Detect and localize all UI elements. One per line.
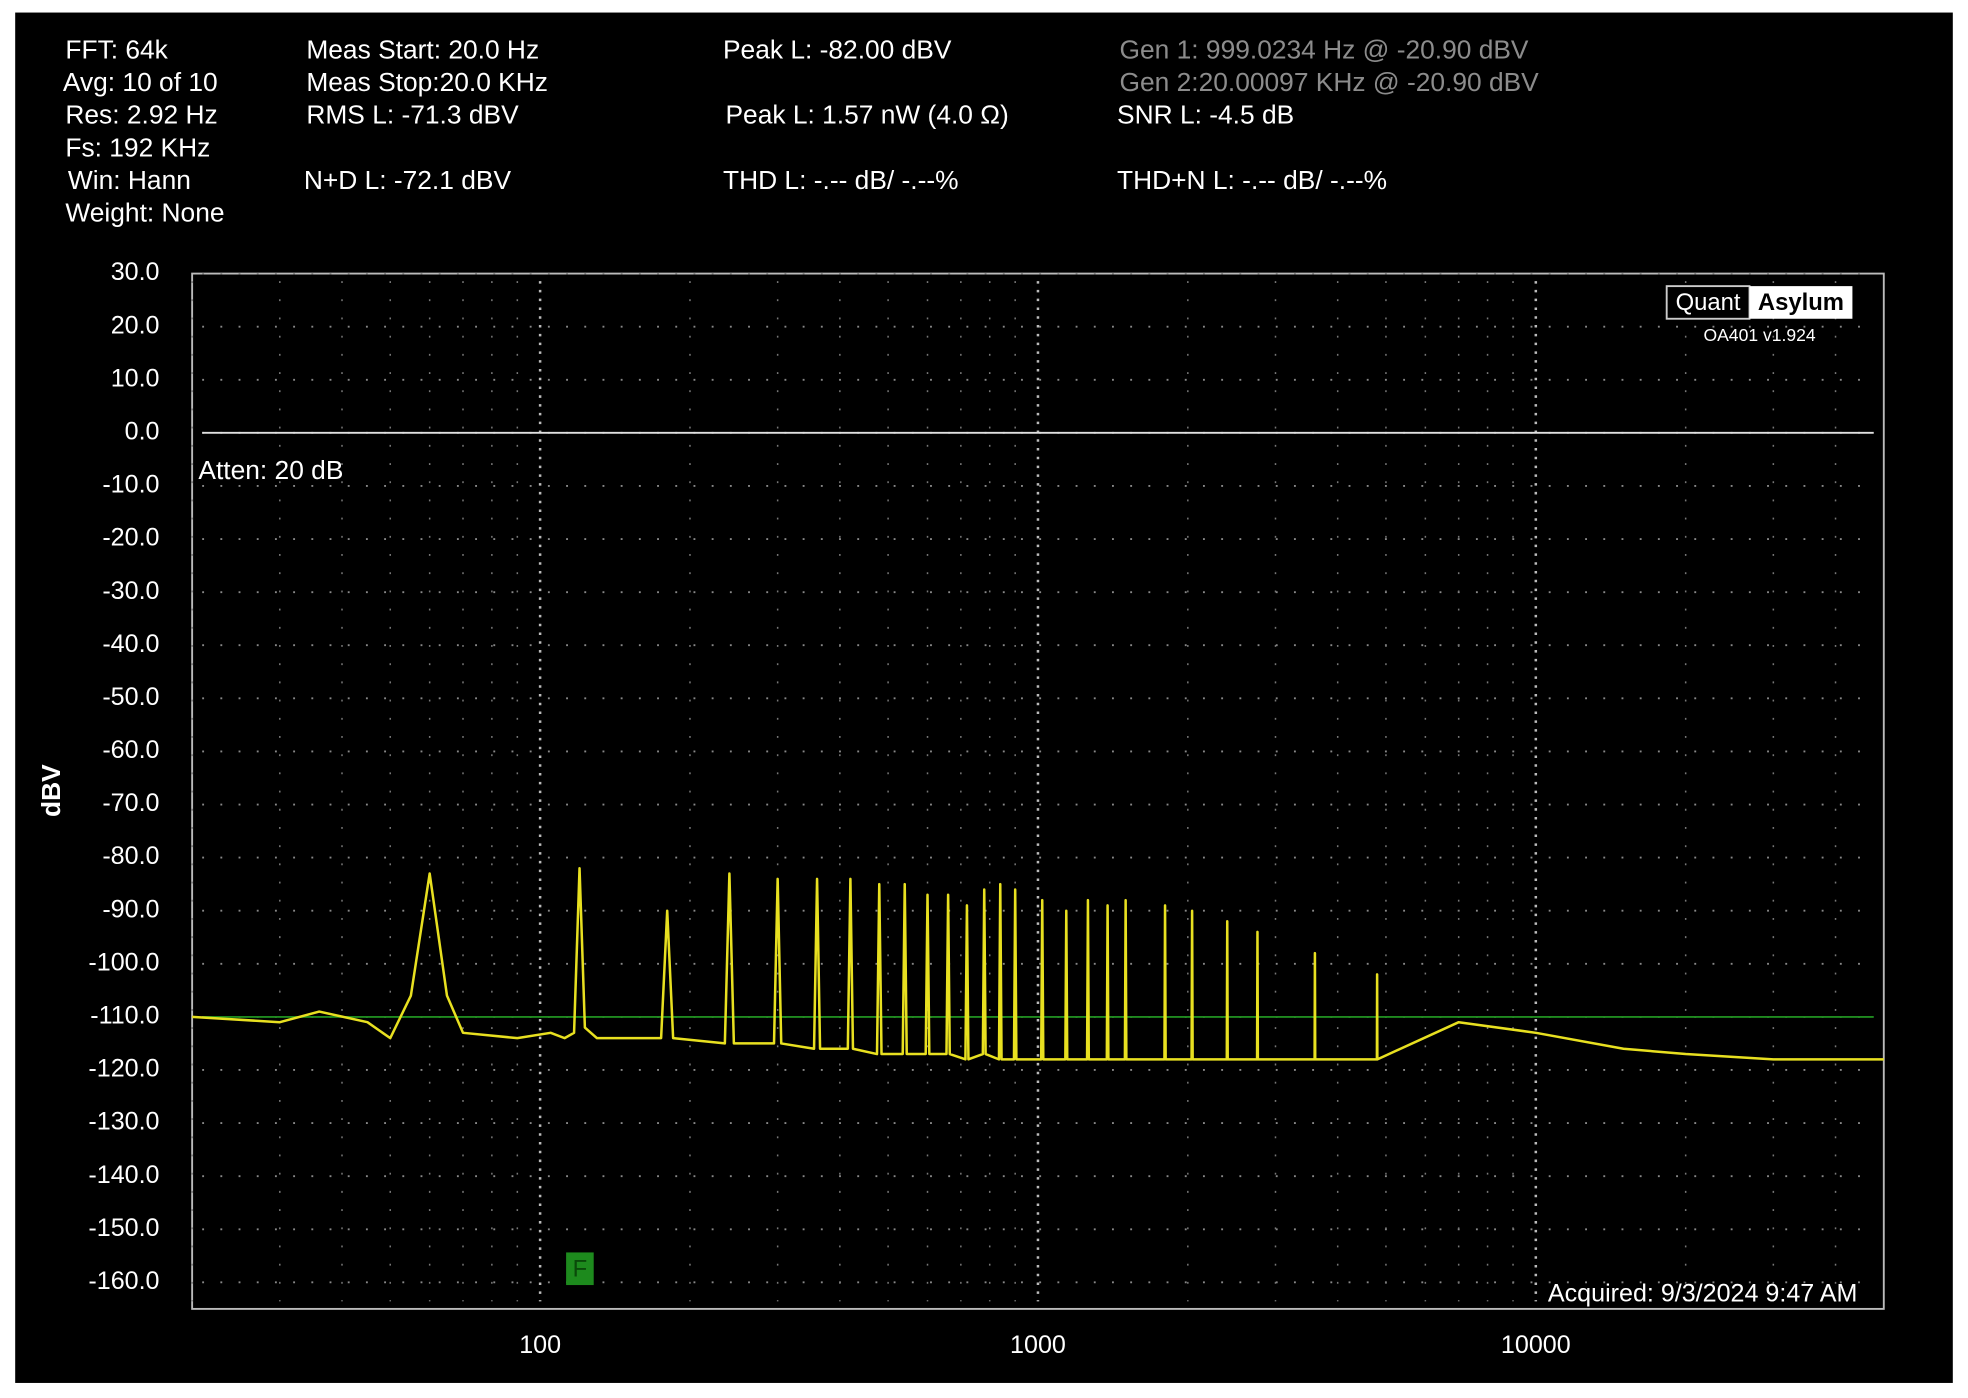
header-text: RMS L: -71.3 dBV: [306, 100, 519, 130]
y-tick-label: 0.0: [125, 417, 160, 445]
x-tick-label: 10000: [1501, 1331, 1571, 1359]
header-text: Meas Start: 20.0 Hz: [306, 34, 539, 64]
y-tick-label: -40.0: [102, 630, 159, 658]
y-tick-label: -150.0: [88, 1214, 159, 1242]
spectrum-line: [192, 866, 1884, 1061]
y-tick-label: -80.0: [102, 842, 159, 870]
header-text: THD+N L: -.-- dB/ -.--%: [1117, 165, 1387, 195]
header-text: FFT: 64k: [65, 34, 168, 64]
header-text: Res: 2.92 Hz: [65, 100, 217, 130]
header-text: Avg: 10 of 10: [63, 67, 218, 97]
y-tick-label: -130.0: [88, 1108, 159, 1136]
header-text: Gen 2:20.00097 KHz @ -20.90 dBV: [1120, 67, 1540, 97]
header-text: N+D L: -72.1 dBV: [304, 165, 512, 195]
y-tick-label: -30.0: [102, 577, 159, 605]
logo-text: Asylum: [1758, 289, 1844, 316]
y-tick-label: -70.0: [102, 789, 159, 817]
logo-box: [1665, 285, 1751, 320]
logo-text: Quant: [1676, 289, 1741, 316]
y-tick-label: 30.0: [111, 258, 160, 286]
header-text: Meas Stop:20.0 KHz: [306, 67, 548, 97]
background: [15, 12, 1953, 1383]
y-tick-label: -10.0: [102, 471, 159, 499]
y-tick-label: -160.0: [88, 1267, 159, 1295]
y-tick-label: -140.0: [88, 1161, 159, 1189]
y-tick-label: -110.0: [90, 1002, 159, 1030]
header-text: Fs: 192 KHz: [65, 132, 210, 162]
y-tick-label: -120.0: [88, 1055, 159, 1083]
header-text: Peak L: -82.00 dBV: [723, 34, 952, 64]
marker-label: F: [573, 1255, 588, 1282]
annotation: Atten: 20 dB: [198, 455, 343, 485]
y-tick-label: -50.0: [102, 683, 159, 711]
header-text: SNR L: -4.5 dB: [1117, 100, 1294, 130]
annotation: OA401 v1.924: [1703, 325, 1815, 345]
y-tick-label: -90.0: [102, 895, 159, 923]
header-text: Peak L: 1.57 nW (4.0 Ω): [725, 100, 1008, 130]
header-text: Win: Hann: [68, 165, 191, 195]
marker-box: [566, 1252, 594, 1286]
x-tick-label: 1000: [1010, 1331, 1066, 1359]
y-tick-label: 20.0: [111, 311, 160, 339]
x-tick-label: 100: [519, 1331, 561, 1359]
logo-box: [1749, 286, 1853, 319]
header-text: Gen 1: 999.0234 Hz @ -20.90 dBV: [1120, 34, 1529, 64]
y-tick-label: -20.0: [102, 524, 159, 552]
y-axis-label: dBV: [36, 764, 66, 817]
y-tick-label: -60.0: [102, 736, 159, 764]
y-tick-label: 10.0: [111, 364, 160, 392]
header-text: THD L: -.-- dB/ -.--%: [723, 165, 959, 195]
header-text: Weight: None: [65, 198, 224, 228]
y-tick-label: -100.0: [88, 948, 159, 976]
annotation: Acquired: 9/3/2024 9:47 AM: [1548, 1280, 1858, 1308]
